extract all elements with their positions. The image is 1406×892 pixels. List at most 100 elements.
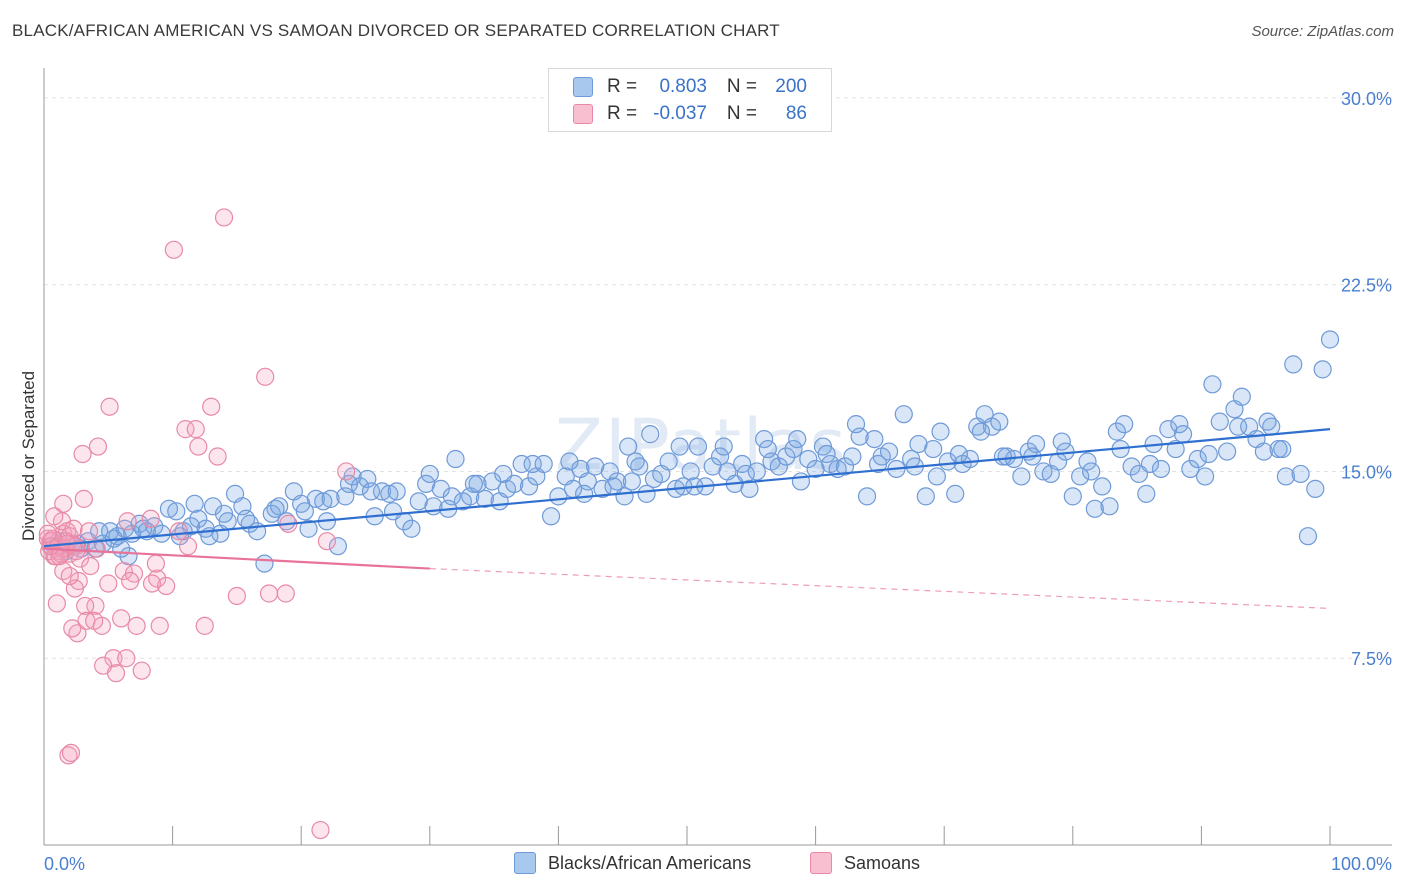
- pink-point: [214, 208, 234, 227]
- pink-point: [227, 586, 246, 606]
- legend-swatch-blue: [514, 852, 536, 874]
- blue-point: [420, 464, 439, 484]
- pink-point: [186, 420, 205, 439]
- pink-point: [47, 594, 66, 613]
- blue-point: [1320, 330, 1340, 349]
- blue-point: [383, 502, 403, 521]
- blue-point: [446, 449, 465, 469]
- stats-legend: R = 0.803 N = 200 R = -0.037 N = 86: [548, 68, 832, 132]
- blue-point: [1085, 499, 1104, 518]
- blue-point: [167, 502, 186, 521]
- blue-point: [604, 477, 623, 496]
- blue-point: [868, 454, 888, 474]
- pink-trend-extension: [429, 567, 1331, 610]
- blue-point: [442, 487, 461, 506]
- blue-point: [1284, 355, 1303, 374]
- blue-point: [1276, 467, 1296, 486]
- blue-point: [971, 422, 991, 441]
- blue-point: [1034, 462, 1053, 481]
- blue-point: [846, 415, 866, 434]
- y-tick-label: 15.0%: [1341, 462, 1392, 482]
- pink-point: [63, 619, 82, 638]
- blue-point: [1313, 360, 1332, 379]
- blue-point: [1258, 412, 1277, 431]
- pink-point: [88, 437, 108, 456]
- blue-point: [946, 484, 965, 503]
- pink-point: [86, 596, 105, 616]
- n-label: N =: [726, 76, 757, 97]
- blue-point: [949, 444, 968, 464]
- pink-point: [104, 649, 123, 668]
- r-label: R =: [607, 103, 638, 124]
- pink-point: [112, 609, 131, 628]
- blue-point: [519, 477, 539, 496]
- blue-point: [593, 479, 612, 498]
- blue-point: [733, 454, 752, 474]
- pink-point: [60, 566, 79, 586]
- legend-row-blacks: R = 0.803 N = 200: [573, 76, 807, 98]
- y-tick-label: 7.5%: [1351, 649, 1392, 669]
- blue-point: [1115, 415, 1134, 434]
- blue-trend-line: [43, 428, 1331, 548]
- pink-point: [311, 820, 330, 840]
- pink-point: [259, 584, 279, 603]
- blue-point: [1071, 467, 1090, 486]
- pink-point: [146, 554, 165, 573]
- blue-point: [1203, 375, 1222, 394]
- pink-point: [164, 240, 183, 259]
- pink-point: [276, 584, 295, 603]
- blue-point: [1063, 487, 1082, 506]
- blue-point: [1137, 484, 1156, 503]
- pink-point: [87, 539, 106, 558]
- pink-point: [106, 664, 126, 683]
- blue-point: [710, 447, 730, 466]
- blue-point: [865, 429, 884, 449]
- pink-point: [59, 746, 78, 765]
- pink-point: [79, 522, 99, 541]
- blue-point: [769, 457, 788, 476]
- blue-point: [990, 412, 1009, 431]
- blue-point: [380, 484, 399, 503]
- blue-point: [857, 487, 877, 506]
- pink-point: [256, 367, 275, 386]
- blue-point: [1107, 422, 1126, 441]
- pink-point: [43, 529, 63, 548]
- legend-label-blacks: Blacks/African Americans: [548, 852, 752, 873]
- blue-point: [575, 484, 594, 503]
- blue-point: [431, 479, 450, 498]
- blue-point: [350, 477, 370, 496]
- blue-point: [758, 439, 777, 459]
- chart-title: BLACK/AFRICAN AMERICAN VS SAMOAN DIVORCE…: [12, 21, 780, 40]
- blue-point: [189, 509, 208, 528]
- blue-point: [681, 462, 700, 481]
- blue-point: [641, 425, 660, 444]
- pink-point: [127, 616, 146, 635]
- pink-point: [54, 494, 73, 513]
- blue-point: [799, 449, 818, 469]
- blue-point: [817, 444, 836, 464]
- blue-point: [1229, 417, 1248, 436]
- blue-point: [916, 487, 935, 506]
- pink-point: [68, 624, 87, 643]
- y-tick-label: 22.5%: [1341, 276, 1392, 296]
- pink-point: [189, 437, 208, 456]
- blue-point: [927, 467, 946, 486]
- blue-point: [185, 494, 204, 513]
- blue-point: [777, 447, 796, 466]
- blue-point: [361, 482, 381, 501]
- blue-point: [560, 452, 579, 471]
- blue-point: [740, 479, 759, 498]
- blue-point: [523, 454, 542, 474]
- x-tick-label: 0.0%: [44, 854, 85, 874]
- pink-point: [77, 611, 96, 630]
- blue-point: [483, 472, 502, 491]
- source-label: Source: ZipAtlas.com: [1251, 23, 1394, 40]
- blue-point: [214, 504, 234, 523]
- blue-point: [755, 429, 774, 449]
- blue-point: [791, 472, 811, 491]
- r-value: 0.803: [659, 76, 707, 97]
- blue-point: [1273, 439, 1292, 459]
- blue-point: [788, 429, 807, 449]
- blue-point: [1218, 442, 1237, 461]
